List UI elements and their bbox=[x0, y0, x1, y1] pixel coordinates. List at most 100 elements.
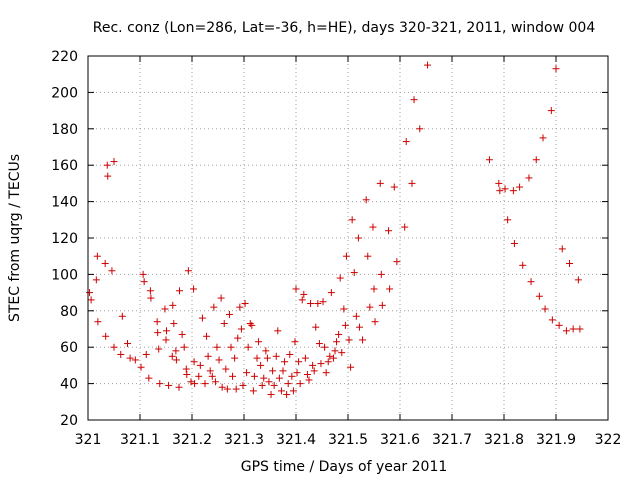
data-point bbox=[548, 316, 556, 324]
data-point bbox=[93, 252, 101, 260]
x-tick-label: 321.5 bbox=[328, 432, 368, 448]
data-point bbox=[260, 374, 268, 382]
data-point bbox=[283, 391, 291, 399]
data-point bbox=[104, 172, 112, 180]
data-point bbox=[258, 381, 266, 389]
data-point bbox=[168, 352, 176, 360]
data-point bbox=[354, 234, 362, 242]
data-point bbox=[576, 325, 584, 333]
data-point bbox=[139, 270, 147, 278]
data-point bbox=[217, 294, 225, 302]
data-point bbox=[552, 65, 560, 73]
y-tick-label: 140 bbox=[51, 195, 78, 211]
data-point bbox=[229, 372, 237, 380]
data-point bbox=[156, 380, 164, 388]
data-point bbox=[232, 385, 240, 393]
data-point bbox=[300, 290, 308, 298]
data-point bbox=[210, 303, 218, 311]
data-point bbox=[180, 343, 188, 351]
data-point bbox=[227, 343, 235, 351]
data-point bbox=[182, 365, 190, 373]
data-point bbox=[312, 323, 320, 331]
data-point bbox=[369, 223, 377, 231]
data-point bbox=[117, 350, 125, 358]
data-point bbox=[275, 374, 283, 382]
data-point bbox=[378, 301, 386, 309]
x-axis-label: GPS time / Days of year 2011 bbox=[241, 459, 448, 475]
data-point bbox=[255, 338, 263, 346]
data-point bbox=[244, 343, 252, 351]
data-point bbox=[566, 259, 574, 267]
data-point bbox=[172, 356, 180, 364]
data-point bbox=[296, 380, 304, 388]
data-point bbox=[103, 161, 111, 169]
data-point bbox=[231, 354, 239, 362]
data-point bbox=[359, 336, 367, 344]
data-point bbox=[213, 343, 221, 351]
data-point bbox=[516, 183, 524, 191]
data-point bbox=[203, 332, 211, 340]
data-point bbox=[196, 361, 204, 369]
data-point bbox=[341, 321, 349, 329]
data-point bbox=[175, 383, 183, 391]
data-point bbox=[184, 267, 192, 275]
data-point bbox=[329, 354, 337, 362]
data-point bbox=[191, 380, 199, 388]
data-point bbox=[333, 338, 341, 346]
data-point bbox=[272, 352, 280, 360]
y-tick-label: 80 bbox=[60, 304, 78, 320]
data-point bbox=[539, 134, 547, 142]
data-point bbox=[215, 356, 223, 364]
data-point bbox=[183, 371, 191, 378]
data-point bbox=[153, 318, 161, 326]
data-point bbox=[401, 223, 409, 231]
y-tick-label: 40 bbox=[60, 377, 78, 393]
x-tick-label: 321.6 bbox=[380, 432, 420, 448]
data-point bbox=[220, 320, 228, 328]
y-tick-label: 220 bbox=[51, 49, 78, 65]
data-point bbox=[510, 239, 518, 247]
data-point bbox=[336, 274, 344, 282]
data-point bbox=[176, 287, 184, 295]
x-tick-label: 321.7 bbox=[432, 432, 472, 448]
data-point bbox=[386, 285, 394, 293]
data-point bbox=[165, 381, 173, 389]
data-point bbox=[131, 356, 139, 364]
data-point bbox=[331, 347, 339, 355]
data-point bbox=[547, 107, 555, 115]
y-tick-label: 160 bbox=[51, 158, 78, 174]
data-point bbox=[562, 327, 570, 335]
data-point bbox=[94, 318, 102, 326]
data-point bbox=[248, 321, 256, 329]
data-point bbox=[385, 227, 393, 235]
data-point bbox=[317, 360, 325, 368]
data-point bbox=[101, 259, 109, 267]
data-point bbox=[161, 305, 169, 313]
data-point bbox=[293, 369, 301, 377]
axis-ticks bbox=[87, 55, 609, 421]
data-point bbox=[162, 336, 170, 344]
data-point bbox=[347, 363, 355, 371]
data-point bbox=[92, 276, 100, 284]
data-point bbox=[315, 340, 323, 348]
data-point bbox=[321, 343, 329, 351]
y-tick-label: 120 bbox=[51, 231, 78, 247]
data-point bbox=[172, 347, 180, 355]
data-point bbox=[269, 367, 277, 375]
data-point bbox=[362, 196, 370, 204]
data-point bbox=[190, 285, 198, 293]
data-point bbox=[243, 369, 251, 377]
data-point bbox=[155, 345, 163, 353]
data-point bbox=[324, 358, 332, 366]
data-point bbox=[314, 300, 322, 308]
data-point bbox=[274, 327, 282, 335]
data-point bbox=[170, 320, 178, 328]
data-point bbox=[338, 349, 346, 357]
y-axis-label: STEC from uqrg / TECUs bbox=[7, 154, 23, 322]
data-point bbox=[501, 185, 509, 193]
data-point bbox=[118, 312, 126, 320]
data-point bbox=[504, 216, 512, 224]
data-point bbox=[223, 385, 231, 393]
data-point bbox=[110, 343, 118, 351]
data-point bbox=[310, 367, 318, 375]
